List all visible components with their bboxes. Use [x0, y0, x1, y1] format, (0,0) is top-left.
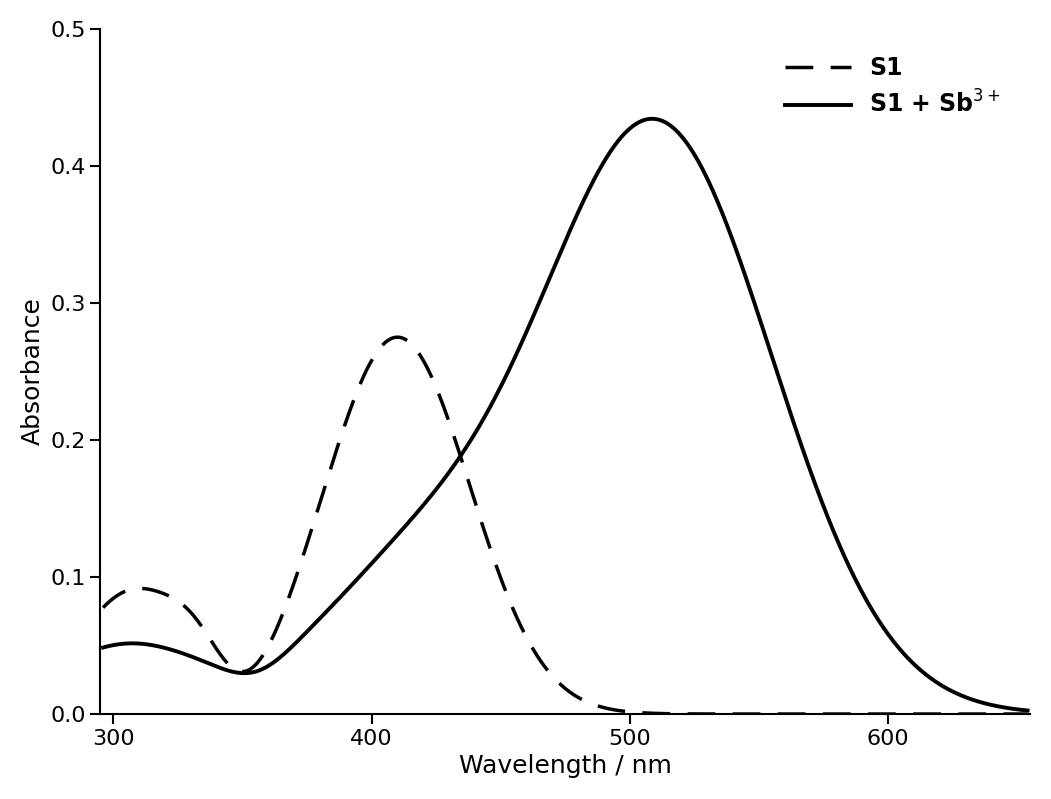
Y-axis label: Absorbance: Absorbance: [21, 297, 45, 445]
Legend: S1, S1 + Sb$^{3+}$: S1, S1 + Sb$^{3+}$: [776, 47, 1010, 127]
Text: S1: S1: [215, 119, 263, 152]
Text: S1
+Sb$^{3+}$: S1 +Sb$^{3+}$: [338, 135, 438, 198]
Polygon shape: [315, 318, 346, 403]
Polygon shape: [163, 290, 303, 409]
X-axis label: Wavelength / nm: Wavelength / nm: [459, 754, 672, 778]
